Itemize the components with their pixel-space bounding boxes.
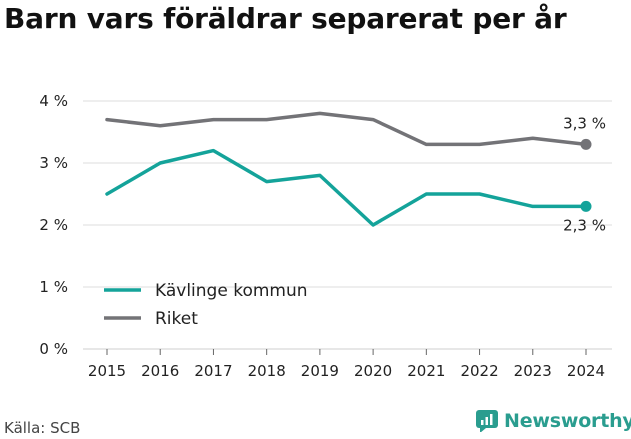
legend-label: Riket — [155, 309, 198, 329]
x-tick-label: 2017 — [194, 362, 232, 380]
y-tick-label: 0 % — [39, 340, 68, 358]
y-tick-label: 1 % — [39, 278, 68, 296]
legend: Kävlinge kommun Riket — [104, 281, 308, 329]
y-tick-label: 4 % — [39, 92, 68, 110]
x-tick-label: 2023 — [514, 362, 552, 380]
end-value-label: 3,3 % — [563, 114, 606, 132]
x-tick-label: 2020 — [354, 362, 392, 380]
x-tick-label: 2024 — [567, 362, 605, 380]
brand-logo: Newsworthy — [476, 410, 631, 432]
x-tick-label: 2016 — [141, 362, 179, 380]
series-line — [105, 148, 588, 227]
x-tick-label: 2021 — [407, 362, 445, 380]
x-tick-label: 2019 — [301, 362, 339, 380]
chart-title: Barn vars föräldrar separerat per år — [4, 2, 567, 35]
y-tick-label: 2 % — [39, 216, 68, 234]
x-tick-label: 2018 — [248, 362, 286, 380]
grid-lines — [83, 100, 612, 350]
end-value-labels: 2,3 % 3,3 % — [563, 114, 606, 234]
x-tick-label: 2022 — [460, 362, 498, 380]
x-axis: 2015 2016 2017 2018 2019 2020 2021 2022 2023 2024 — [88, 349, 605, 380]
end-value-label: 2,3 % — [563, 216, 606, 234]
source-note: Källa: SCB — [4, 419, 81, 437]
series-lines — [105, 111, 592, 227]
legend-label: Kävlinge kommun — [155, 281, 308, 301]
x-tick-label: 2015 — [88, 362, 126, 380]
brand-name: Newsworthy — [504, 410, 631, 432]
y-tick-label: 3 % — [39, 154, 68, 172]
newsworthy-logo-icon — [476, 410, 498, 432]
y-axis-tick-labels: 0 % 1 % 2 % 3 % 4 % — [39, 92, 68, 358]
series-line — [105, 111, 588, 147]
series-end-marker — [580, 200, 592, 212]
series-end-marker — [580, 138, 592, 150]
